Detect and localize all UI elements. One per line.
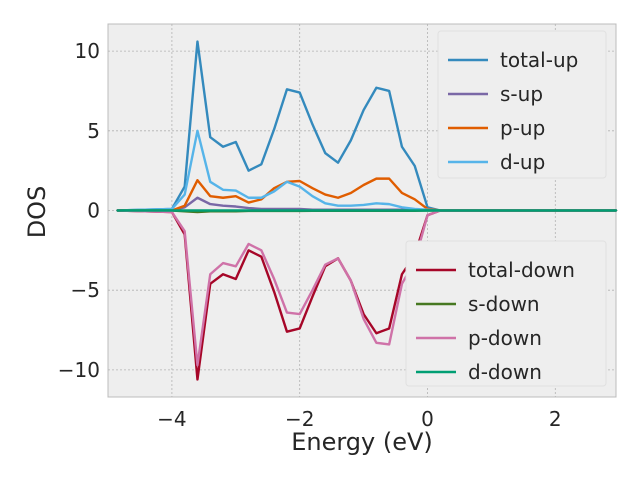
x-tick-label: 0	[421, 407, 434, 431]
series-line-p-down	[116, 209, 618, 367]
series-layer	[116, 40, 618, 381]
x-axis-label: Energy (eV)	[291, 428, 433, 456]
series-line-d-up	[116, 129, 618, 212]
legend-label-p-up: p-up	[500, 116, 545, 140]
y-tick-label: 5	[87, 119, 100, 143]
series-line-total-up	[116, 40, 618, 212]
legend-label-total-up: total-up	[500, 48, 578, 72]
legend-label-total-down: total-down	[468, 258, 575, 282]
y-tick-label: 10	[75, 39, 100, 63]
y-tick-label: −10	[58, 358, 100, 382]
legend-label-p-down: p-down	[468, 326, 542, 350]
legend-label-s-down: s-down	[468, 292, 540, 316]
legend-frame	[405, 240, 607, 387]
legend-down: total-down s-down p-down d-down	[405, 240, 607, 387]
x-tick-label: −4	[157, 407, 186, 431]
legend-label-d-down: d-down	[468, 360, 542, 384]
legend-label-s-up: s-up	[500, 82, 543, 106]
ticks: −4 −2 0 2 −10 −5 0 5 10	[58, 39, 562, 431]
series-line-p-up	[116, 177, 618, 212]
y-axis-label: DOS	[23, 186, 51, 239]
y-tick-label: 0	[87, 199, 100, 223]
x-tick-label: 2	[549, 407, 562, 431]
x-tick-label: −2	[285, 407, 314, 431]
series-line-total-down	[116, 209, 618, 381]
y-tick-label: −5	[71, 278, 100, 302]
legend-label-d-up: d-up	[500, 150, 545, 174]
legend-up: total-up s-up p-up d-up	[437, 30, 607, 179]
legend-frame	[437, 30, 607, 179]
